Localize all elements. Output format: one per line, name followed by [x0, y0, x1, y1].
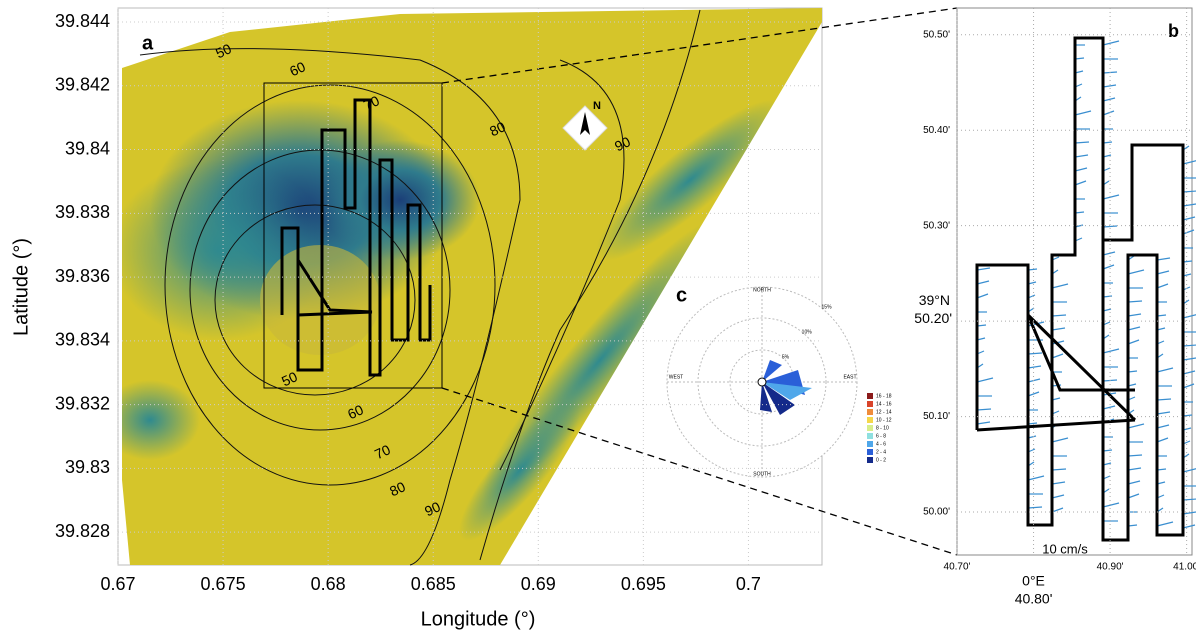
wind-rose: [667, 287, 857, 477]
panel-label: a: [142, 32, 154, 54]
x-tick-label: 40.90': [1097, 562, 1124, 573]
legend-label: 0 - 2: [876, 457, 886, 463]
ring-label: 10%: [802, 329, 813, 335]
panel-label: b: [1168, 21, 1179, 41]
legend-swatch: [867, 409, 873, 415]
legend-swatch: [867, 417, 873, 423]
legend-swatch: [867, 449, 873, 455]
direction-label: NORTH: [753, 287, 771, 293]
legend-label: 16 - 18: [876, 393, 892, 399]
x-tick-label: 40.70': [944, 562, 971, 573]
legend-label: 6 - 8: [876, 433, 886, 439]
y-tick-label: 50.00': [923, 507, 950, 518]
y-tick-label: 39.838: [55, 202, 110, 222]
y-tick-label: 39.84: [65, 138, 110, 158]
figure: N a Longitude (°) Latitude (°) b 10 cm/s…: [0, 0, 1196, 633]
y-tick-label: 39.832: [55, 393, 110, 413]
x-tick-label: 0.68: [311, 574, 346, 594]
ring-label: 5%: [782, 354, 790, 360]
scale-label: 10 cm/s: [1042, 541, 1088, 556]
x-tick-label: 0.7: [736, 574, 761, 594]
legend-label: 14 - 16: [876, 401, 892, 407]
y-tick-label: 39.844: [55, 11, 110, 31]
legend-swatch: [867, 441, 873, 447]
x-tick-label: 0.675: [201, 574, 246, 594]
y-tick-label: 50.30': [923, 220, 950, 231]
legend-swatch: [867, 393, 873, 399]
x-tick-label: 0.695: [621, 574, 666, 594]
y-tick-label: 39.83: [65, 457, 110, 477]
legend-label: 4 - 6: [876, 441, 886, 447]
y-tick-label: 39.836: [55, 266, 110, 286]
y-tick-prefix: 39°N: [919, 292, 950, 308]
direction-label: WEST: [669, 374, 683, 380]
panel-label: c: [676, 284, 687, 306]
x-tick-label: 40.80': [1015, 591, 1053, 607]
y-tick-label: 50.20': [914, 310, 952, 326]
x-axis-label: Longitude (°): [421, 608, 536, 630]
legend-label: 2 - 4: [876, 449, 886, 455]
y-tick-label: 39.842: [55, 75, 110, 95]
x-tick-prefix: 0°E: [1022, 573, 1045, 589]
ring-label: 15%: [822, 304, 833, 310]
legend-swatch: [867, 457, 873, 463]
direction-label: EAST: [843, 374, 856, 380]
x-tick-label: 0.67: [100, 574, 135, 594]
y-tick-label: 50.10': [923, 411, 950, 422]
legend-label: 10 - 12: [876, 417, 892, 423]
y-axis-label: Latitude (°): [10, 238, 32, 336]
x-tick-label: 41.00': [1173, 562, 1196, 573]
x-tick-label: 0.685: [411, 574, 456, 594]
legend-swatch: [867, 425, 873, 431]
y-tick-label: 39.834: [55, 330, 110, 350]
legend-swatch: [867, 433, 873, 439]
legend-swatch: [867, 401, 873, 407]
x-tick-label: 0.69: [521, 574, 556, 594]
y-tick-label: 50.50': [923, 29, 950, 40]
legend-label: 12 - 14: [876, 409, 892, 415]
legend-label: 8 - 10: [876, 425, 889, 431]
north-label: N: [593, 100, 601, 112]
y-tick-label: 39.828: [55, 521, 110, 541]
direction-label: SOUTH: [753, 471, 771, 477]
y-tick-label: 50.40': [923, 125, 950, 136]
